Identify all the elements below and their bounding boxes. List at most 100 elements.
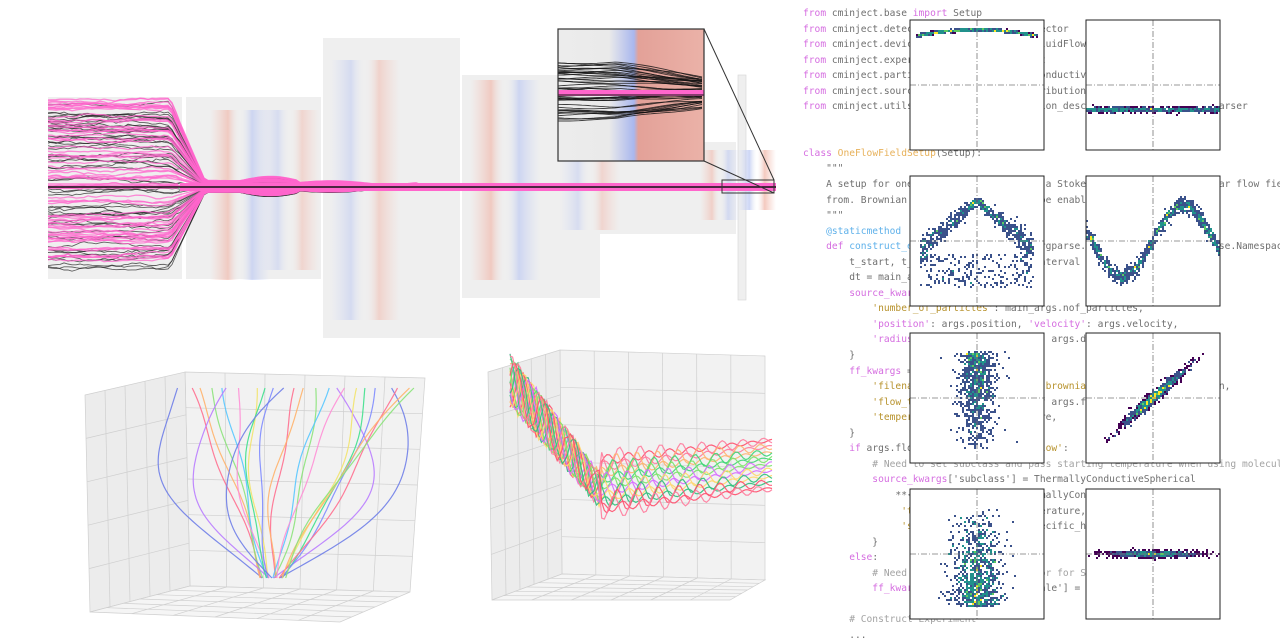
histogram-bin [1166, 220, 1168, 222]
histogram-bin [1186, 204, 1188, 206]
histogram-bin [966, 559, 968, 561]
histogram-bin [1164, 549, 1166, 551]
histogram-bin [1184, 367, 1186, 369]
histogram-bin [954, 575, 956, 577]
histogram-bin [1026, 262, 1028, 264]
histogram-bin [1142, 405, 1144, 407]
histogram-bin [932, 264, 934, 266]
histogram-bin [980, 395, 982, 397]
histogram-bin [1026, 238, 1028, 240]
histogram-bin [1136, 551, 1138, 553]
histogram-bin [984, 284, 986, 286]
histogram-bin [1210, 236, 1212, 238]
histogram-bin [984, 266, 986, 268]
histogram-bin [978, 571, 980, 573]
histogram-bin [980, 559, 982, 561]
histogram-bin [1162, 226, 1164, 228]
histogram-bin [980, 409, 982, 411]
histogram-bin [970, 355, 972, 357]
histogram-bin [938, 234, 940, 236]
histogram-frame [1085, 19, 1221, 151]
histogram-bin [998, 583, 1000, 585]
histogram-bin [974, 537, 976, 539]
histogram-bin [1148, 555, 1150, 557]
histogram-bin [932, 256, 934, 258]
histogram-bin [970, 395, 972, 397]
histogram-bin [988, 433, 990, 435]
histogram-bin [1124, 417, 1126, 419]
histogram-bin [954, 591, 956, 593]
histogram-bin [966, 210, 968, 212]
histogram-bin [1144, 405, 1146, 407]
histogram-bin [972, 284, 974, 286]
histogram-bin [972, 411, 974, 413]
histogram-bin [978, 537, 980, 539]
histogram-bin [1196, 361, 1198, 363]
histogram-bin [1132, 108, 1134, 110]
histogram-bin [1154, 112, 1156, 114]
histogram-bin [1180, 196, 1182, 198]
histogram-bin [934, 254, 936, 256]
histogram-bin [972, 254, 974, 256]
histogram-bin [1174, 375, 1176, 377]
histogram-bin [920, 266, 922, 268]
histogram-bin [1106, 258, 1108, 260]
histogram-bin [972, 581, 974, 583]
histogram-bin [1096, 106, 1098, 108]
histogram-bin [1180, 208, 1182, 210]
histogram-bin [982, 533, 984, 535]
histogram-bin [1178, 377, 1180, 379]
histogram-bin [928, 228, 930, 230]
histogram-bin [1194, 208, 1196, 210]
histogram-bin [962, 575, 964, 577]
histogram-bin [978, 198, 980, 200]
histogram-bin [1104, 551, 1106, 553]
histogram-bin [992, 403, 994, 405]
histogram-bin [1136, 264, 1138, 266]
histogram-bin [1156, 230, 1158, 232]
histogram-bin [958, 222, 960, 224]
histogram-bin [986, 559, 988, 561]
histogram-bin [972, 573, 974, 575]
histogram-bin [1032, 238, 1034, 240]
histogram-bin [964, 377, 966, 379]
histogram-bin [1002, 565, 1004, 567]
histogram-bin [970, 589, 972, 591]
histogram-bin [1024, 32, 1026, 34]
histogram-bin [972, 599, 974, 601]
histogram-bin [954, 258, 956, 260]
histogram-bin [990, 387, 992, 389]
histogram-bin [970, 363, 972, 365]
histogram-bin [1150, 108, 1152, 110]
histogram-bin [974, 589, 976, 591]
histogram-bin [1100, 551, 1102, 553]
histogram-bin [980, 367, 982, 369]
histogram-bin [942, 30, 944, 32]
histogram-bin [1116, 429, 1118, 431]
histogram-bin [932, 238, 934, 240]
histogram-bin [980, 200, 982, 202]
histogram-bin [968, 391, 970, 393]
histogram-bin [1190, 363, 1192, 365]
histogram-bin [916, 34, 918, 36]
histogram-bin [974, 557, 976, 559]
histogram-bin [1002, 282, 1004, 284]
histogram-bin [922, 254, 924, 256]
histogram-bin [970, 569, 972, 571]
histogram-bin [982, 204, 984, 206]
histogram-bin [1144, 557, 1146, 559]
histogram-bin [1126, 423, 1128, 425]
histogram-bin [984, 419, 986, 421]
histogram-bin [1108, 551, 1110, 553]
histogram-bin [1018, 276, 1020, 278]
histogram-bin [1176, 381, 1178, 383]
histogram-bin [974, 361, 976, 363]
histogram-bin [972, 417, 974, 419]
histogram-bin [980, 371, 982, 373]
histogram-bin [954, 218, 956, 220]
histogram-bin [1174, 557, 1176, 559]
histogram-bin [1022, 256, 1024, 258]
histogram-bin [928, 284, 930, 286]
histogram-bin [1186, 110, 1188, 112]
histogram-bin [1174, 373, 1176, 375]
